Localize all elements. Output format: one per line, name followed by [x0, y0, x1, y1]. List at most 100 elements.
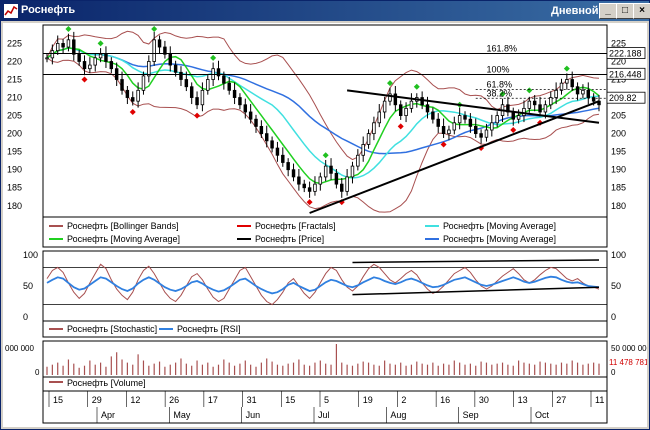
candle-body [206, 79, 210, 91]
candle-body [565, 79, 569, 84]
day-label: 13 [518, 395, 528, 405]
chart-app-icon [4, 4, 18, 18]
candle-body [72, 39, 76, 55]
candle-body [452, 122, 457, 131]
osc-lower-trend-line [352, 286, 600, 296]
minimize-button[interactable]: _ [599, 3, 617, 19]
candle-body [163, 46, 167, 55]
ma-mid-line [46, 47, 600, 179]
candle-body [318, 176, 323, 185]
fib-level-label: 38.2% [486, 88, 512, 98]
chart-area[interactable]: 161.8%100%61.8%38.2% 2252252202202152152… [3, 23, 650, 427]
candle-body [265, 133, 269, 142]
candle-body [516, 115, 521, 120]
oscillator-legend-items: Роснефть [Stochastic] Роснефть [RSI] [49, 324, 241, 334]
candle-body [109, 61, 114, 70]
fractal-up-marker [499, 90, 506, 97]
fractal-up-marker [386, 80, 393, 87]
ma-slow-line [46, 47, 600, 155]
title-bar[interactable]: Роснефть Дневной _ □ × [1, 1, 650, 21]
price-box [606, 67, 646, 80]
candle-body [254, 118, 258, 127]
day-label: 5 [324, 395, 329, 405]
candle-body [345, 176, 349, 192]
support-trend-line [309, 100, 600, 214]
candle-body [495, 115, 499, 124]
fibonacci-levels: 161.8% 100% 61.8%38.2% [43, 44, 607, 99]
candle-body [420, 97, 424, 106]
candle-body [195, 97, 199, 106]
price-tick-right: 180 [611, 201, 626, 211]
candle-body [270, 140, 274, 149]
fractal-down-marker [306, 199, 313, 206]
fib-level-label: 61.8% [486, 80, 512, 90]
candle-body [570, 79, 574, 88]
candle-body [409, 100, 414, 109]
day-label: 15 [285, 395, 295, 405]
candle-body [82, 61, 87, 70]
candle-body [77, 53, 81, 62]
candle-body [431, 111, 435, 120]
oscillator-pane [42, 250, 608, 322]
candle-body [527, 100, 532, 109]
price-tick-right: 205 [611, 111, 626, 121]
candle-body [425, 104, 430, 113]
price-tick-right: 220 [611, 56, 626, 66]
price-tick-left: 220 [7, 56, 22, 66]
osc-tick-right: 100 [611, 250, 626, 260]
candle-body [259, 126, 264, 135]
price-box [606, 47, 646, 59]
volume-tick-right: 0 [611, 368, 616, 377]
candle-body [457, 115, 462, 124]
price-value-boxes: 222.188 216.448 209.82 [606, 47, 646, 104]
price-tick-right: 225 [611, 38, 626, 48]
candle-body [120, 79, 124, 91]
day-label: 11 [595, 395, 604, 405]
osc-tick-left: 100 [23, 250, 38, 260]
candle-body [532, 100, 537, 106]
volume-tick-right: 50 000 000 [611, 344, 647, 353]
candle-body [323, 165, 328, 178]
fractal-up-marker [97, 40, 104, 47]
candle-body [88, 64, 92, 70]
chart-canvas[interactable]: 161.8%100%61.8%38.2% 2252252202202152152… [3, 23, 650, 427]
day-label: 29 [92, 395, 102, 405]
candle-body [329, 165, 333, 174]
candle-body [388, 93, 392, 102]
osc-upper-trend-line [352, 259, 600, 264]
price-box-label: 216.448 [609, 69, 642, 79]
day-label: 30 [479, 395, 489, 405]
candle-body [98, 53, 103, 59]
maximize-button[interactable]: □ [616, 3, 634, 19]
candle-body [243, 104, 248, 113]
candle-body [377, 111, 381, 124]
candle-body [463, 115, 467, 120]
day-label: 2 [401, 395, 406, 405]
oscillator-legend [42, 320, 608, 338]
volume-legend-items: Роснефть [Volume] [49, 378, 146, 388]
candle-body [393, 93, 398, 106]
price-tick-right: 190 [611, 165, 626, 175]
fractal-down-marker [81, 76, 88, 83]
candle-body [474, 126, 478, 135]
candle-body [45, 57, 49, 60]
fractal-up-marker [563, 65, 570, 72]
candle-body [147, 61, 151, 77]
volume-legend-label: Роснефть [Volume] [67, 378, 146, 388]
fractal-up-marker [413, 83, 420, 90]
candle-body [216, 68, 221, 77]
close-button[interactable]: × [633, 3, 650, 19]
volume-tick-left: 0 [35, 368, 40, 377]
candle-body [184, 79, 189, 88]
price-legend-items: Роснефть [Bollinger Bands] Роснефть [Frac… [49, 221, 556, 244]
fractal-down-marker [440, 141, 447, 148]
legend-label: Роснефть [Moving Average] [443, 234, 556, 244]
candle-body [350, 165, 355, 178]
candle-body [468, 118, 473, 127]
fib-level-label: 100% [486, 64, 509, 74]
candle-body [511, 111, 515, 120]
candle-body [313, 183, 317, 192]
candle-body [232, 89, 237, 98]
